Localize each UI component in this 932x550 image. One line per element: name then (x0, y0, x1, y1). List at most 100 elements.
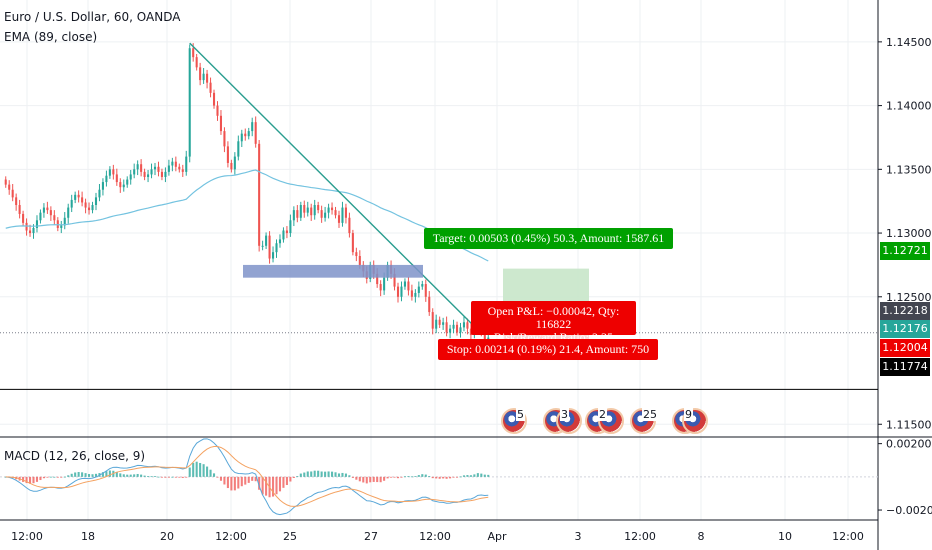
macd-histogram-bar (480, 473, 483, 477)
candle (178, 166, 181, 170)
macd-histogram-bar (369, 476, 372, 483)
candle (313, 205, 316, 216)
us-event-icon[interactable] (598, 408, 624, 434)
candle (299, 205, 302, 218)
candle (233, 156, 236, 170)
macd-tick-label: −0.00200 (886, 504, 932, 517)
candle (195, 57, 198, 68)
candle (261, 245, 264, 247)
candle (49, 210, 52, 216)
candle (101, 182, 104, 190)
macd-histogram-bar (317, 470, 320, 477)
time-tick-label: 18 (81, 530, 95, 543)
macd-histogram-bar (185, 476, 188, 478)
time-tick-label: 12:00 (832, 530, 864, 543)
macd-histogram-bar (63, 476, 66, 478)
candle (192, 48, 195, 58)
event-count: 25 (642, 408, 658, 421)
candle (459, 327, 462, 333)
macd-histogram-bar (487, 474, 490, 477)
macd-histogram-bar (428, 476, 431, 477)
stop-price-tag: 1.12004 (880, 339, 930, 357)
candle (181, 169, 184, 172)
candle (421, 284, 424, 287)
macd-histogram-bar (230, 476, 233, 491)
price-tick-label: 1.14000 (886, 100, 932, 113)
macd-histogram-bar (147, 476, 150, 477)
candle (22, 213, 25, 223)
macd-histogram-bar (129, 474, 132, 477)
target-text: Target: 0.00503 (0.45%) 50.3, Amount: 15… (432, 231, 665, 245)
time-tick-label: 12:00 (419, 530, 451, 543)
trendline (189, 42, 479, 331)
macd-histogram-bar (414, 476, 417, 477)
candle (344, 207, 347, 218)
candle (317, 205, 320, 211)
event-count: 9 (684, 408, 693, 421)
macd-line (5, 438, 489, 516)
candle (212, 92, 216, 106)
macd-histogram-bar (344, 473, 347, 477)
macd-histogram-bar (424, 474, 427, 477)
macd-histogram-bar (101, 472, 104, 477)
macd-histogram-bar (188, 467, 191, 477)
macd-histogram-bar (376, 476, 379, 483)
macd-histogram-bar (327, 471, 330, 477)
candle (452, 324, 455, 329)
macd-histogram-bar (386, 476, 389, 479)
candle (171, 161, 174, 166)
macd-legend: MACD (12, 26, close, 9) (4, 449, 146, 463)
candle (126, 179, 129, 185)
macd-histogram-bar (174, 476, 177, 478)
candle (18, 205, 21, 214)
macd-histogram-bar (84, 473, 87, 477)
candle (230, 162, 233, 170)
candle (4, 179, 7, 185)
candle (355, 252, 358, 257)
time-tick-label: 20 (160, 530, 174, 543)
macd-histogram-bar (212, 473, 216, 477)
candle (39, 212, 42, 221)
stop-box[interactable]: Stop: 0.00214 (0.19%) 21.4, Amount: 750 (438, 339, 658, 360)
macd-histogram-bar (355, 476, 358, 480)
candle (8, 184, 11, 190)
candle (91, 205, 94, 211)
candle (320, 210, 323, 218)
macd-histogram-bar (289, 476, 292, 482)
candle (442, 322, 445, 325)
target-box[interactable]: Target: 0.00503 (0.45%) 50.3, Amount: 15… (424, 228, 673, 249)
candle (414, 292, 417, 297)
macd-histogram-bar (195, 461, 198, 477)
candle (28, 230, 32, 234)
candle (108, 169, 111, 176)
candle (403, 281, 406, 287)
candle (251, 122, 254, 132)
candle (199, 67, 202, 81)
candle (35, 220, 39, 228)
macd-histogram-bar (251, 476, 254, 481)
candle (303, 205, 306, 213)
candle (466, 322, 469, 329)
candle (306, 207, 309, 213)
candle (202, 73, 205, 81)
candle (310, 207, 313, 216)
macd-histogram-bar (94, 473, 98, 477)
pl-box[interactable]: Open P&L: −0.00042, Qty: 116822 Risk/Rew… (471, 301, 636, 344)
macd-histogram-bar (320, 471, 323, 477)
candle (254, 122, 257, 144)
macd-histogram-bar (105, 471, 108, 477)
us-event-icon[interactable] (682, 408, 708, 434)
macd-histogram-bar (46, 476, 49, 478)
candle (216, 105, 219, 116)
macd-histogram-bar (362, 476, 365, 483)
macd-histogram-bar (438, 476, 441, 479)
price-tick-label: 1.13000 (886, 227, 932, 240)
candle (167, 165, 170, 172)
us-event-icon[interactable] (556, 408, 582, 434)
macd-histogram-bar (53, 476, 56, 478)
macd-histogram-bar (133, 474, 136, 477)
support-zone (243, 264, 423, 278)
price-tick-label: 1.11500 (886, 418, 932, 431)
macd-histogram-bar (271, 476, 275, 497)
